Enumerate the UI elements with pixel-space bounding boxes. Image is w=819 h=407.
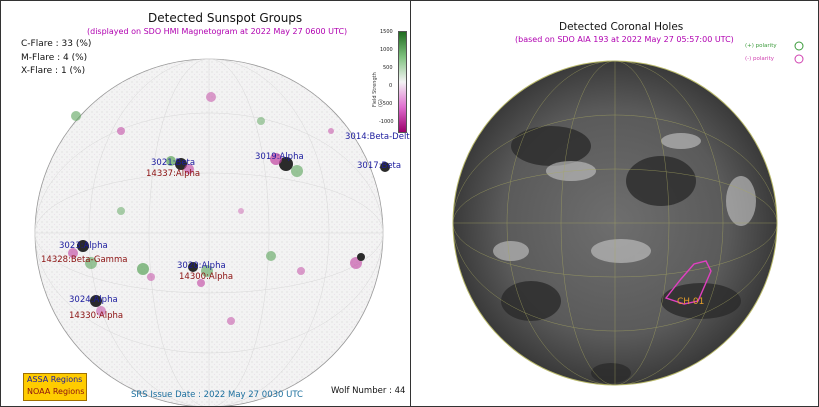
aia-disk — [452, 41, 804, 386]
magnetogram-disk — [34, 58, 390, 406]
region-label-3020: 3020:Alpha — [177, 261, 226, 271]
srs-issue-date: SRS Issue Date : 2022 May 27 0030 UTC — [131, 390, 303, 400]
region-label-3021: 3021:Beta — [151, 158, 196, 168]
negative-polarity-icon — [794, 54, 804, 64]
colorbar-tick: -500 — [381, 101, 393, 107]
coronal-hole-label: CH 01 — [677, 297, 705, 307]
colorbar-axis-label: Field Strength (G) — [372, 72, 384, 107]
region-label-3024: 3024:Alpha — [69, 295, 118, 305]
coronal-subtitle: (based on SDO AIA 193 at 2022 May 27 05:… — [515, 35, 734, 44]
region-legend: ASSA Regions NOAA Regions — [23, 373, 87, 401]
sunspot-subtitle: (displayed on SDO HMI Magnetogram at 202… — [87, 27, 348, 36]
colorbar-tick: 500 — [383, 65, 393, 71]
colorbar-tick: 1000 — [380, 47, 393, 53]
coronal-hole-contour — [664, 260, 712, 305]
magnetic-activity — [68, 92, 390, 325]
noaa-label-14328: 14328:Beta-Gamma — [41, 255, 128, 265]
wolf-number: Wolf Number : 44 — [331, 386, 406, 396]
noaa-label-14330: 14330:Alpha — [69, 311, 124, 321]
coronal-hole-panel: Detected Coronal Holes (based on SDO AIA… — [411, 1, 818, 406]
colorbar-tick: 1500 — [380, 29, 393, 35]
sunspot-title: Detected Sunspot Groups — [148, 11, 303, 25]
region-label-3019: 3019:Alpha — [255, 152, 304, 162]
region-label-3014: 3014:Beta-Delta — [345, 132, 411, 142]
sunspot-panel: Detected Sunspot Groups (displayed on SD… — [1, 1, 411, 406]
x-flare-probability: X-Flare : 1 (%) — [21, 66, 86, 76]
c-flare-probability: C-Flare : 33 (%) — [21, 39, 92, 49]
positive-polarity-icon — [794, 41, 804, 51]
negative-polarity-legend: (-) polarity — [745, 56, 774, 62]
colorbar-tick: -1000 — [379, 119, 394, 125]
m-flare-probability: M-Flare : 4 (%) — [21, 53, 88, 63]
region-label-3023: 3023:Alpha — [59, 241, 108, 251]
field-strength-colorbar — [398, 31, 407, 133]
region-label-3017: 3017:Beta — [357, 161, 402, 171]
legend-noaa: NOAA Regions — [27, 387, 85, 396]
noaa-label-14337: 14337:Alpha — [146, 169, 201, 179]
colorbar-tick: 0 — [389, 83, 393, 89]
positive-polarity-legend: (+) polarity — [745, 43, 777, 49]
legend-assa: ASSA Regions — [27, 375, 83, 384]
noaa-label-14300: 14300:Alpha — [179, 272, 234, 282]
coronal-title: Detected Coronal Holes — [559, 21, 684, 33]
